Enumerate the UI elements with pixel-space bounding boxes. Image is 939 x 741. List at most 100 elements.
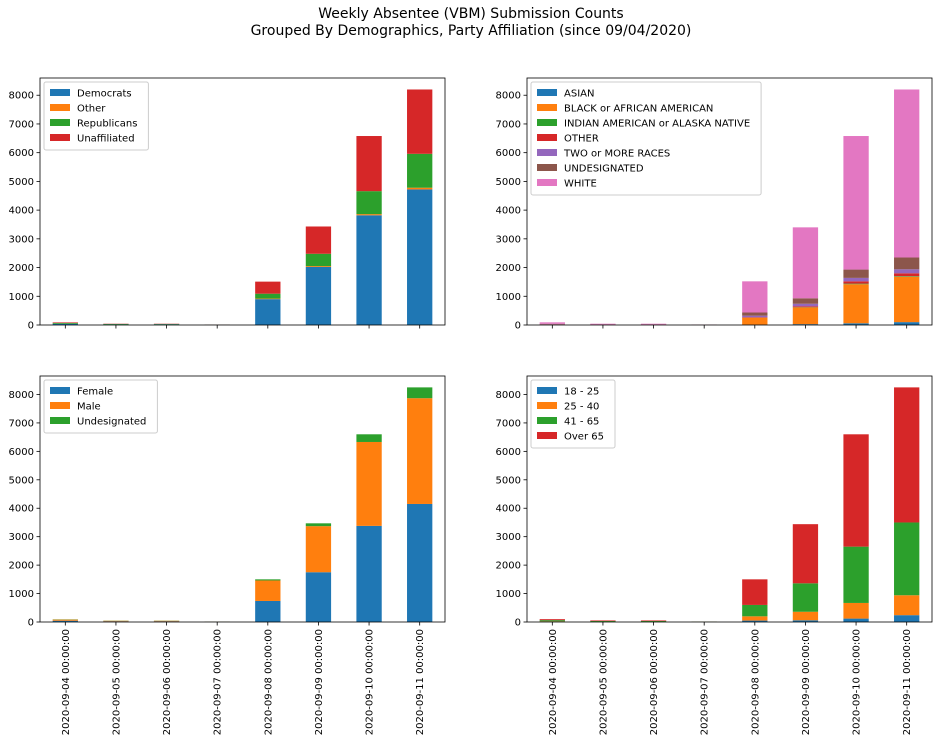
legend-box [530, 379, 616, 449]
legend-label: BLACK or AFRICAN AMERICAN [564, 104, 713, 115]
y-tick-label: 5000 [9, 475, 34, 486]
bar-0-0-4 [255, 299, 281, 325]
bar-2-1-5 [305, 526, 332, 573]
bar-0-0-7 [407, 189, 433, 325]
legend-label: Unaffiliated [77, 134, 135, 145]
legend-label: Republicans [77, 119, 137, 130]
x-tick-label: 2020-09-10 00:00:00 [365, 629, 376, 735]
y-tick-label: 2000 [496, 561, 521, 572]
legend-label: Other [77, 104, 106, 115]
bar-2-1-7 [407, 398, 433, 504]
y-tick-label: 0 [28, 321, 34, 332]
legend-swatch [537, 402, 557, 409]
x-tick-label: 2020-09-11 00:00:00 [415, 629, 426, 735]
legend-swatch [537, 89, 557, 96]
legend: Democrats Other Republicans Unaffiliated [43, 81, 149, 151]
y-tick-label: 4000 [496, 206, 521, 217]
bar-1-6-6 [843, 136, 869, 270]
y-tick-label: 2000 [9, 263, 34, 274]
x-tick-label: 2020-09-06 00:00:00 [649, 629, 660, 735]
bar-3-0-6 [843, 618, 869, 622]
legend-swatch [50, 104, 70, 111]
bar-1-1-5 [792, 307, 819, 325]
bar-1-4-4 [742, 315, 768, 318]
y-tick-label: 8000 [9, 390, 34, 401]
legend-swatch [537, 387, 557, 394]
x-tick-label: 2020-09-08 00:00:00 [263, 629, 274, 735]
bar-2-2-4 [255, 579, 281, 581]
legend-label: TWO or MORE RACES [563, 149, 670, 160]
bar-3-0-5 [792, 620, 819, 622]
bar-0-2-5 [305, 253, 332, 267]
legend: ASIAN BLACK or AFRICAN AMERICAN INDIAN AME… [530, 81, 762, 196]
bar-0-0-5 [305, 266, 332, 325]
bar-1-4-5 [792, 303, 819, 307]
bar-2-0-4 [255, 600, 281, 622]
bar-1-6-5 [792, 227, 819, 299]
x-tick-label: 2020-09-04 00:00:00 [548, 629, 559, 735]
legend-swatch [537, 179, 557, 186]
y-tick-label: 7000 [496, 418, 521, 429]
axes-frame [526, 77, 933, 326]
legend-swatch [50, 417, 70, 424]
bar-3-2-0 [539, 620, 565, 622]
bar-1-6-0 [539, 322, 565, 324]
bar-1-6-1 [590, 323, 616, 325]
legend-label: 18 - 25 [564, 387, 599, 398]
bar-1-0-5 [792, 324, 819, 325]
y-tick-label: 6000 [9, 447, 34, 458]
bar-1-5-5 [792, 298, 819, 304]
bar-3-2-5 [792, 583, 819, 612]
legend-label: UNDESIGNATED [564, 164, 644, 175]
y-tick-label: 3000 [496, 532, 521, 543]
bar-0-1-5 [305, 266, 332, 267]
y-tick-label: 0 [28, 618, 34, 629]
bar-0-1-4 [255, 298, 281, 300]
legend-swatch [537, 104, 557, 111]
bar-0-2-6 [356, 191, 382, 215]
y-tick-label: 2000 [496, 263, 521, 274]
bar-3-2-1 [590, 621, 616, 622]
bar-3-3-0 [539, 619, 565, 621]
y-tick-label: 3000 [496, 234, 521, 245]
bar-1-1-7 [894, 276, 920, 323]
axes-frame [39, 77, 446, 326]
bar-1-2-6 [843, 283, 869, 285]
x-tick-label: 2020-09-07 00:00:00 [700, 629, 711, 735]
legend: Female Male Undesignated [43, 379, 158, 434]
y-tick-label: 8000 [496, 390, 521, 401]
bar-0-2-0 [52, 322, 78, 324]
bar-0-3-7 [407, 89, 433, 154]
legend-label: OTHER [564, 134, 599, 145]
legend-swatch [50, 119, 70, 126]
legend-label: ASIAN [564, 89, 594, 100]
y-tick-label: 4000 [496, 504, 521, 515]
legend-label: 25 - 40 [564, 402, 599, 413]
bar-1-3-7 [894, 273, 920, 277]
bar-3-2-4 [742, 604, 768, 617]
legend-swatch [537, 149, 557, 156]
bar-3-2-2 [640, 621, 667, 622]
bar-2-2-5 [305, 523, 332, 527]
bar-3-3-1 [590, 620, 616, 622]
y-tick-label: 8000 [496, 91, 521, 102]
bar-2-1-6 [356, 441, 382, 526]
bar-2-1-4 [255, 580, 281, 601]
legend-swatch [50, 134, 70, 141]
figure-title-line-1: Weekly Absentee (VBM) Submission Counts [318, 6, 623, 22]
bar-0-3-0 [52, 322, 78, 323]
bar-3-3-4 [742, 579, 768, 605]
bar-1-4-6 [843, 277, 869, 282]
y-tick-label: 3000 [9, 532, 34, 543]
bar-1-6-4 [742, 281, 768, 313]
bar-3-3-6 [843, 434, 869, 547]
bar-2-2-7 [407, 387, 433, 399]
legend-swatch [50, 89, 70, 96]
y-tick-label: 8000 [9, 91, 34, 102]
legend-box [43, 379, 158, 434]
y-tick-label: 4000 [9, 504, 34, 515]
y-tick-label: 1000 [496, 589, 521, 600]
x-tick-label: 2020-09-06 00:00:00 [162, 629, 173, 735]
bar-3-1-0 [539, 621, 565, 622]
